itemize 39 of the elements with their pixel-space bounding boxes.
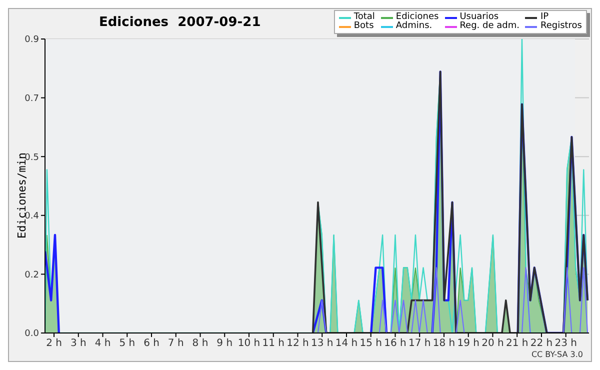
x-tick-label: 18 h (432, 338, 456, 350)
y-tick-label: 0.5 (24, 152, 39, 163)
text: CC BY-SA 3.0 (531, 350, 583, 359)
legend-label: Registros (540, 21, 582, 31)
x-tick-label: 10 h (238, 338, 260, 350)
x-tick-label: 13 h (310, 338, 334, 350)
y-tick-label: 0.9 (24, 35, 40, 46)
legend-label: IP (540, 12, 549, 22)
y-tick-label: 0.4 (24, 212, 40, 222)
legend-label: Ediciones (396, 12, 439, 22)
chart-title: Ediciones 2007-09-21 (99, 15, 261, 30)
x-tick-label: 15 h (360, 338, 382, 350)
line-series (312, 70, 588, 333)
x-tick-label: 5 h (119, 338, 136, 350)
y-tick-label: 0.7 (24, 94, 39, 104)
x-tick-label: 22 h (530, 338, 553, 350)
x-tick-label: 8 h (192, 338, 208, 350)
x-tick-label: 21 h (506, 338, 528, 350)
x-tick-label: 2 h (46, 338, 62, 350)
x-tick-label: 11 h (262, 338, 284, 350)
x-tick-label: 9 h (216, 338, 233, 350)
x-tick-label: 6 h (144, 338, 160, 350)
x-tick-label: 7 h (168, 338, 184, 350)
legend-label: Bots (354, 21, 374, 31)
x-tick-label: 12 h (286, 338, 309, 350)
x-tick-label: 20 h (482, 338, 504, 350)
legend-label: Usuarios (460, 12, 499, 22)
legend-label: Reg. de adm. (460, 21, 520, 31)
y-tick-label: 0.2 (24, 270, 39, 280)
x-tick-label: 19 h (457, 338, 480, 350)
x-tick-label: 14 h (335, 338, 358, 350)
legend-label: Admins. (396, 21, 432, 31)
x-tick-label: 16 h (384, 338, 406, 350)
legend-label: Total (354, 12, 375, 22)
x-tick-label: 23 h (554, 338, 577, 350)
y-tick-label: 0.0 (24, 329, 40, 340)
x-tick-label: 17 h (408, 338, 431, 350)
x-tick-label: 3 h (70, 338, 86, 350)
x-tick-label: 4 h (94, 338, 111, 350)
